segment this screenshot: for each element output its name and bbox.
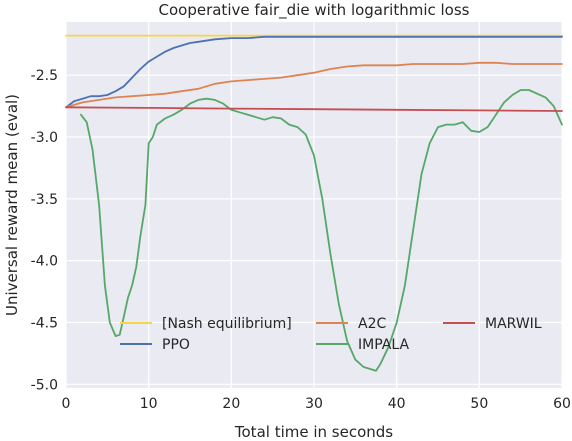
legend: [Nash equilibrium] PPO A2C IMPALA MARWIL	[120, 316, 542, 353]
y-tick-label: -3.0	[31, 130, 58, 146]
x-tick-label: 20	[222, 396, 240, 412]
y-tick-labels: -5.0 -4.5 -4.0 -3.5 -3.0 -2.5	[31, 68, 58, 393]
y-tick-label: -4.0	[31, 254, 58, 270]
legend-label: A2C	[358, 316, 386, 332]
x-tick-label: 60	[553, 396, 571, 412]
legend-label: IMPALA	[358, 337, 409, 353]
legend-label: [Nash equilibrium]	[162, 316, 292, 332]
legend-label: MARWIL	[485, 316, 542, 332]
grid	[65, 22, 563, 388]
x-axis-label: Total time in seconds	[234, 423, 393, 441]
y-tick-label: -4.5	[31, 315, 58, 331]
series-lines	[65, 34, 563, 372]
y-tick-label: -2.5	[31, 68, 58, 84]
legend-label: PPO	[162, 337, 190, 353]
y-tick-label: -5.0	[31, 377, 58, 393]
y-tick-label: -3.5	[31, 192, 58, 208]
x-tick-label: 30	[305, 396, 323, 412]
x-tick-label: 10	[140, 396, 158, 412]
x-tick-label: 50	[470, 396, 488, 412]
x-tick-label: 0	[62, 396, 71, 412]
series-line-4	[65, 106, 563, 112]
y-axis-label: Universal reward mean (eval)	[3, 94, 21, 316]
series-line-3	[80, 89, 563, 372]
chart-title: Cooperative fair_die with logarithmic lo…	[159, 1, 470, 20]
x-tick-labels: 0 10 20 30 40 50 60	[62, 396, 571, 412]
series-line-2	[65, 61, 563, 109]
x-tick-label: 40	[388, 396, 406, 412]
series-line-1	[65, 35, 563, 109]
